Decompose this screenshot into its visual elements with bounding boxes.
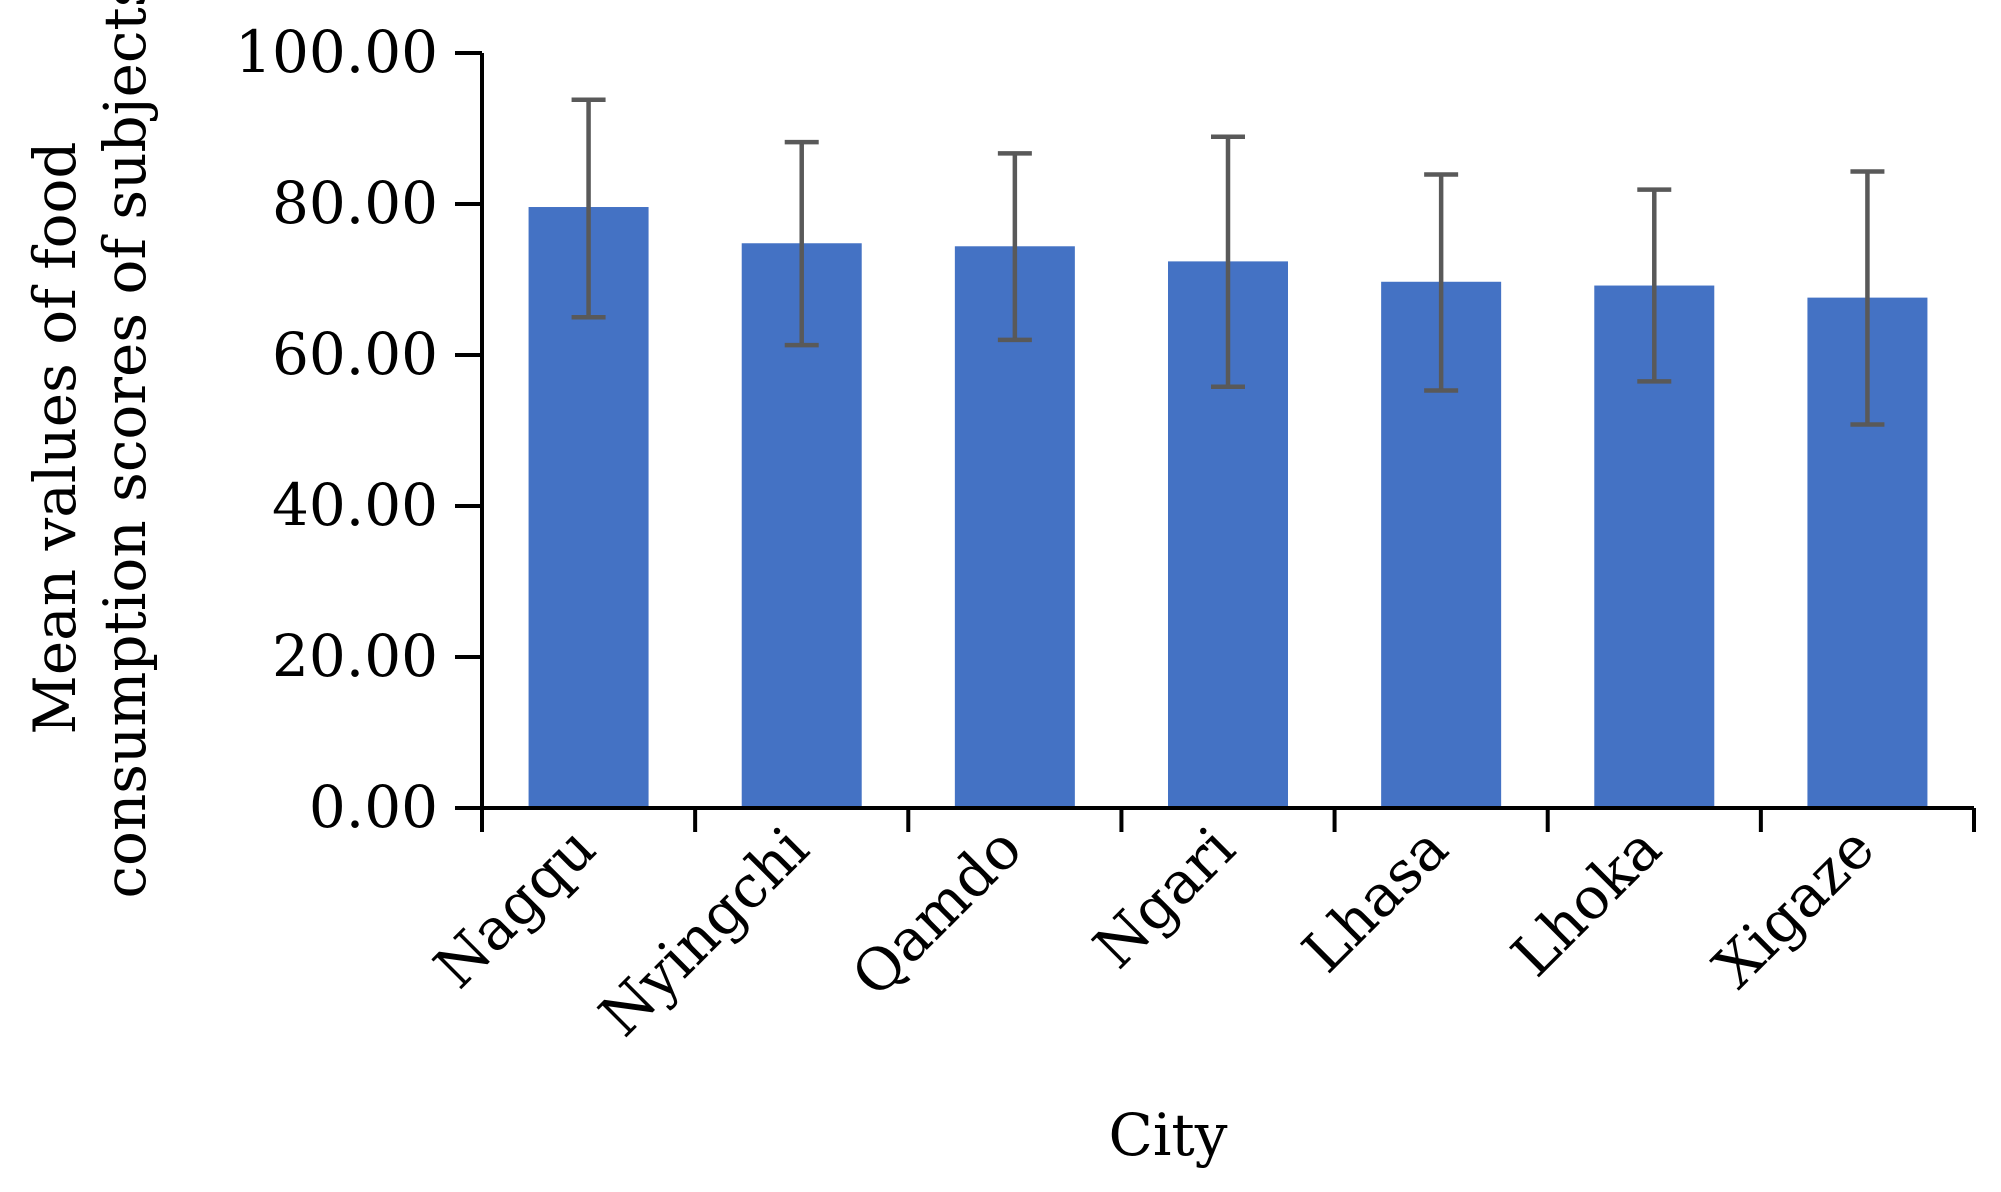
x-axis-title: City <box>1108 1101 1227 1169</box>
error-bar-xigaze <box>1850 169 1885 427</box>
error-bar-nagqu <box>571 97 606 320</box>
x-tick-label-nagqu: Nagqu <box>421 814 608 1001</box>
y-axis-title: Mean values of food consumption scores o… <box>21 0 159 898</box>
x-tick-label-lhasa: Lhasa <box>1289 814 1461 986</box>
error-bar-lhasa <box>1424 172 1459 393</box>
x-tick-label-ngari: Ngari <box>1081 814 1248 981</box>
y-axis-title-line-2: consumption scores of subjects <box>91 0 159 898</box>
y-tick-label: 20.00 <box>272 622 438 690</box>
x-tick-label-nyingchi: Nyingchi <box>586 814 821 1049</box>
error-bar-lhoka <box>1637 187 1672 384</box>
axes-layer <box>455 51 1976 832</box>
x-tick-label-lhoka: Lhoka <box>1498 814 1674 990</box>
error-bars-layer <box>571 97 1885 427</box>
error-bar-qamdo <box>997 151 1032 343</box>
y-tick-labels: 0.00 20.00 40.00 60.00 80.00 100.00 <box>235 18 438 841</box>
y-tick-label: 0.00 <box>309 773 438 841</box>
y-tick-label: 80.00 <box>272 169 438 237</box>
x-tick-label-qamdo: Qamdo <box>839 814 1035 1010</box>
y-tick-label: 40.00 <box>272 471 438 539</box>
y-tick-label: 60.00 <box>272 320 438 388</box>
y-tick-label: 100.00 <box>235 18 438 86</box>
error-bar-ngari <box>1211 134 1245 389</box>
error-bar-nyingchi <box>784 139 819 348</box>
y-axis-title-line-1: Mean values of food <box>21 141 89 734</box>
x-tick-label-xigaze: Xigaze <box>1700 814 1887 1001</box>
